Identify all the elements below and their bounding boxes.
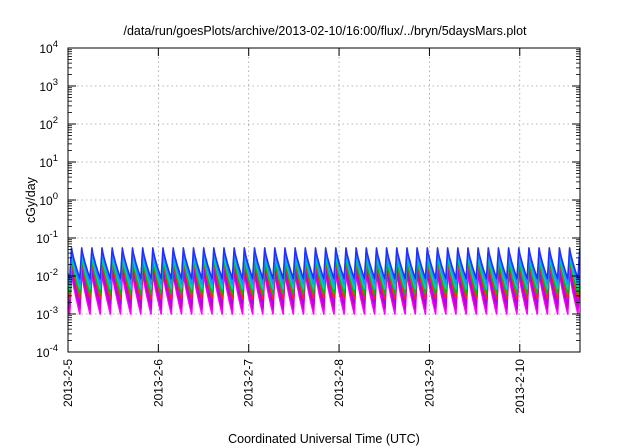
x-tick-label: 2013-2-7 bbox=[242, 359, 256, 407]
x-tick-label: 2013-2-6 bbox=[151, 359, 165, 407]
y-tick-labels: 10-4 10-3 10-2 10-1 100 101 102 103 104 bbox=[36, 39, 58, 360]
series-line-8 bbox=[67, 247, 581, 280]
x-tick-label: 2013-2-10 bbox=[513, 359, 527, 414]
x-tick-label: 2013-2-8 bbox=[332, 359, 346, 407]
y-tick-label: 10-2 bbox=[36, 267, 58, 284]
y-tick-label: 10-4 bbox=[36, 343, 58, 360]
y-tick-label: 10-3 bbox=[36, 305, 58, 322]
x-tick-labels: 2013-2-5 2013-2-6 2013-2-7 2013-2-8 2013-2-9… bbox=[61, 359, 527, 414]
y-tick-label: 10-1 bbox=[36, 229, 58, 246]
x-axis-title: Coordinated Universal Time (UTC) bbox=[228, 432, 420, 446]
x-tick-label: 2013-2-5 bbox=[61, 359, 75, 407]
series-group bbox=[67, 247, 581, 315]
y-tick-label: 103 bbox=[39, 77, 58, 94]
x-tick-label: 2013-2-9 bbox=[422, 359, 436, 407]
ticks bbox=[67, 47, 580, 353]
chart-title: /data/run/goesPlots/archive/2013-02-10/1… bbox=[123, 24, 527, 38]
y-tick-label: 104 bbox=[39, 39, 58, 56]
y-tick-label: 102 bbox=[39, 115, 58, 132]
y-tick-label: 100 bbox=[39, 191, 58, 208]
y-tick-label: 101 bbox=[39, 153, 58, 170]
y-axis-title: cGy/day bbox=[24, 176, 38, 223]
